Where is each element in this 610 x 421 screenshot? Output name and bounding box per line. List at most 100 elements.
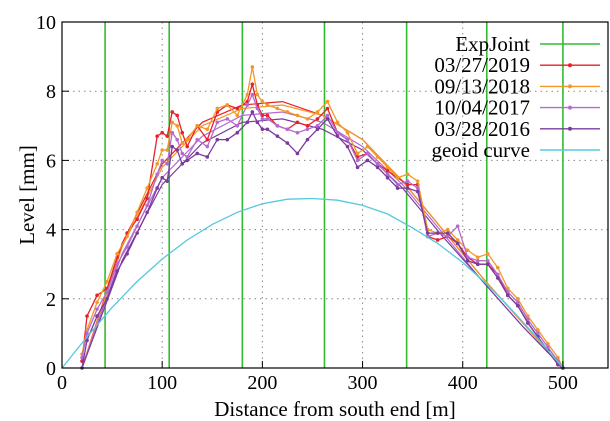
data-point (395, 182, 400, 187)
data-point (345, 130, 350, 135)
data-point (115, 262, 119, 267)
data-point (225, 137, 230, 142)
series-4 (61, 197, 564, 369)
data-point (250, 110, 255, 114)
data-point (215, 137, 220, 142)
data-point (315, 117, 320, 121)
data-point (285, 110, 290, 114)
data-point (205, 155, 210, 159)
data-point (485, 262, 490, 267)
data-point (465, 258, 470, 263)
series-3 (80, 110, 565, 370)
data-point (415, 179, 420, 183)
data-point (355, 151, 360, 156)
data-point (175, 113, 180, 118)
data-point (455, 238, 460, 242)
legend-label: geoid curve (431, 138, 530, 162)
data-point (195, 137, 200, 142)
legend-marker (568, 63, 572, 68)
data-point (155, 172, 159, 177)
fit-curve (81, 118, 564, 369)
legend: ExpJoint03/27/201909/13/201810/04/201703… (431, 32, 600, 162)
data-point (305, 137, 310, 142)
data-point (260, 127, 265, 132)
data-point (485, 258, 490, 263)
data-point (250, 65, 255, 69)
data-point (516, 303, 520, 308)
data-point (335, 120, 340, 125)
y-tick-label: 6 (46, 150, 56, 172)
data-point (265, 103, 270, 107)
data-point (245, 103, 250, 107)
data-point (385, 172, 390, 177)
data-point (185, 144, 190, 149)
data-point (105, 297, 109, 301)
data-point (516, 297, 520, 301)
data-point (170, 110, 175, 114)
y-tick-label: 0 (46, 358, 56, 380)
data-point (435, 238, 440, 242)
data-point (145, 203, 149, 208)
data-point (445, 231, 450, 235)
y-tick-label: 4 (46, 220, 56, 242)
data-point (105, 279, 109, 284)
data-point (475, 262, 480, 267)
data-point (415, 189, 420, 194)
data-point (175, 148, 180, 152)
data-point (265, 113, 270, 118)
y-tick-label: 8 (46, 81, 56, 103)
legend-entry: geoid curve (431, 138, 600, 162)
legend-label: 03/27/2019 (434, 53, 530, 77)
data-point (180, 151, 185, 156)
data-point (160, 158, 164, 163)
data-point (546, 345, 550, 350)
data-point (325, 99, 330, 104)
data-point (265, 117, 270, 121)
data-point (225, 103, 230, 107)
x-axis-label: Distance from south end [m] (214, 397, 455, 421)
data-point (85, 314, 89, 318)
data-point (385, 168, 390, 173)
x-tick-label: 300 (348, 372, 378, 394)
data-point (355, 165, 360, 170)
legend-marker (568, 84, 572, 89)
data-point (495, 276, 500, 280)
data-point (365, 151, 370, 156)
data-point (235, 130, 240, 135)
plot-frame (61, 21, 609, 369)
data-point (375, 162, 380, 166)
data-point (180, 130, 185, 135)
data-point (185, 155, 190, 159)
y-axis-label: Level [mm] (15, 145, 39, 245)
data-point (495, 265, 500, 270)
data-point (445, 227, 450, 232)
exp-joint-layer (104, 22, 564, 368)
data-point (215, 120, 220, 125)
x-tick-label: 100 (147, 372, 177, 394)
legend-entry: ExpJoint (455, 32, 600, 56)
data-point (345, 137, 350, 142)
data-point (135, 231, 139, 235)
data-point (80, 355, 84, 360)
data-point (315, 124, 320, 128)
legend-entry: 03/27/2019 (434, 53, 600, 77)
data-point (235, 124, 240, 128)
data-point (145, 186, 149, 190)
data-point (275, 106, 280, 111)
legend-entry: 09/13/2018 (434, 74, 600, 98)
data-point (155, 134, 159, 138)
data-point (526, 321, 530, 325)
data-point (365, 144, 370, 149)
data-point (175, 124, 180, 128)
data-point (185, 158, 190, 163)
data-point (265, 127, 270, 132)
data-point (285, 127, 290, 132)
data-point (165, 162, 169, 166)
data-point (170, 130, 175, 135)
data-point (250, 82, 255, 87)
data-point (395, 175, 400, 180)
data-point (435, 231, 440, 235)
data-point (255, 106, 260, 111)
data-point (205, 127, 210, 132)
data-point (355, 158, 360, 163)
